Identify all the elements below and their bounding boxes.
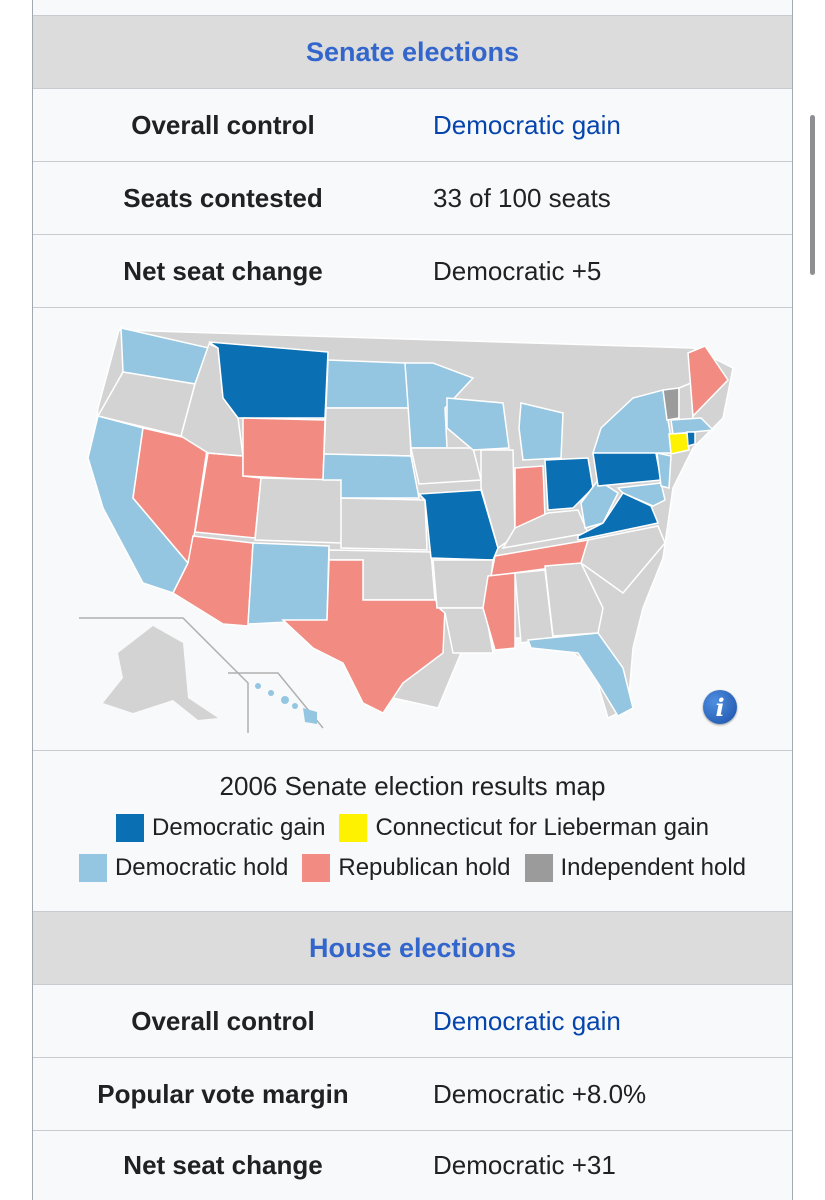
state-new-mexico bbox=[247, 542, 330, 625]
election-infobox: Senate elections Overall control Democra… bbox=[32, 0, 793, 1200]
legend-label: Connecticut for Lieberman gain bbox=[375, 814, 709, 841]
row-value: Democratic +5 bbox=[433, 255, 602, 286]
senate-net-seat-change-row: Net seat change Democratic +5 bbox=[33, 235, 792, 308]
map-caption-cell: 2006 Senate election results map Democra… bbox=[33, 751, 792, 912]
state-texas bbox=[281, 559, 446, 714]
state-south-dakota bbox=[323, 407, 412, 457]
state-montana bbox=[208, 341, 329, 419]
row-label: Seats contested bbox=[123, 182, 323, 213]
legend-item-independent-hold: Independent hold bbox=[524, 854, 747, 882]
legend-label: Democratic hold bbox=[114, 854, 289, 881]
row-label: Net seat change bbox=[123, 1150, 323, 1180]
legend-label: Republican hold bbox=[338, 854, 511, 881]
inset-border-alaska bbox=[79, 617, 249, 733]
state-hawaii bbox=[255, 683, 317, 724]
legend-item-democratic-hold: Democratic hold bbox=[78, 854, 289, 882]
state-wyoming bbox=[242, 417, 326, 481]
state-maryland bbox=[616, 482, 666, 507]
state-west-virginia bbox=[580, 478, 619, 529]
legend-item-democratic-gain: Democratic gain bbox=[116, 814, 325, 842]
house-popular-vote-margin-row: Popular vote margin Democratic +8.0% bbox=[33, 1058, 792, 1131]
row-label: Popular vote margin bbox=[97, 1078, 349, 1109]
state-louisiana bbox=[436, 607, 494, 654]
senate-seats-contested-row: Seats contested 33 of 100 seats bbox=[33, 162, 792, 235]
legend-row-1: Democratic gain Connecticut for Lieberma… bbox=[33, 814, 792, 842]
row-value: Democratic +31 bbox=[433, 1150, 616, 1180]
senate-results-map-cell: i bbox=[33, 308, 792, 751]
house-overall-control-link[interactable]: Democratic gain bbox=[433, 1005, 621, 1036]
state-kentucky bbox=[501, 509, 590, 550]
house-net-seat-change-row: Net seat change Democratic +31 bbox=[33, 1131, 792, 1200]
senate-section-header: Senate elections bbox=[33, 16, 792, 89]
previous-row bbox=[33, 0, 792, 16]
state-colorado bbox=[254, 477, 344, 544]
house-section-header: House elections bbox=[33, 912, 792, 985]
state-north-dakota bbox=[325, 359, 410, 409]
row-label: Net seat change bbox=[123, 255, 323, 286]
legend-swatch bbox=[116, 814, 145, 842]
senate-results-map[interactable] bbox=[33, 308, 792, 751]
state-iowa bbox=[410, 447, 482, 485]
legend-swatch bbox=[339, 814, 368, 842]
legend-swatch bbox=[524, 854, 553, 882]
legend-label: Independent hold bbox=[560, 854, 747, 881]
state-rhode-island bbox=[686, 431, 696, 447]
state-kansas bbox=[340, 497, 428, 551]
row-value: Democratic +8.0% bbox=[433, 1078, 647, 1109]
row-label: Overall control bbox=[131, 1005, 315, 1036]
state-florida bbox=[526, 632, 634, 717]
state-wisconsin bbox=[446, 397, 510, 451]
info-icon[interactable]: i bbox=[703, 690, 737, 724]
house-overall-control-row: Overall control Democratic gain bbox=[33, 985, 792, 1058]
row-value: 33 of 100 seats bbox=[433, 182, 611, 213]
scrollbar[interactable] bbox=[810, 115, 815, 275]
row-label: Overall control bbox=[131, 109, 315, 140]
house-elections-link[interactable]: House elections bbox=[308, 932, 517, 963]
legend-item-lieberman-gain: Connecticut for Lieberman gain bbox=[339, 814, 709, 842]
map-caption: 2006 Senate election results map bbox=[219, 771, 606, 801]
state-connecticut bbox=[668, 432, 690, 455]
state-ohio bbox=[544, 457, 594, 511]
legend-swatch bbox=[78, 854, 107, 882]
state-massachusetts bbox=[670, 417, 715, 435]
legend-row-2: Democratic hold Republican hold Independ… bbox=[33, 854, 792, 882]
legend-label: Democratic gain bbox=[152, 814, 326, 841]
state-michigan bbox=[518, 402, 564, 461]
senate-overall-control-row: Overall control Democratic gain bbox=[33, 89, 792, 162]
state-alaska bbox=[103, 626, 218, 720]
state-mississippi bbox=[482, 572, 516, 651]
state-georgia bbox=[544, 562, 604, 637]
senate-overall-control-link[interactable]: Democratic gain bbox=[433, 109, 621, 140]
state-new-jersey bbox=[656, 452, 672, 489]
state-maine bbox=[687, 345, 729, 418]
legend-swatch bbox=[302, 854, 331, 882]
state-carolinas bbox=[580, 525, 666, 595]
state-virginia bbox=[577, 492, 660, 541]
senate-elections-link[interactable]: Senate elections bbox=[305, 36, 520, 67]
legend-item-republican-hold: Republican hold bbox=[302, 854, 511, 882]
